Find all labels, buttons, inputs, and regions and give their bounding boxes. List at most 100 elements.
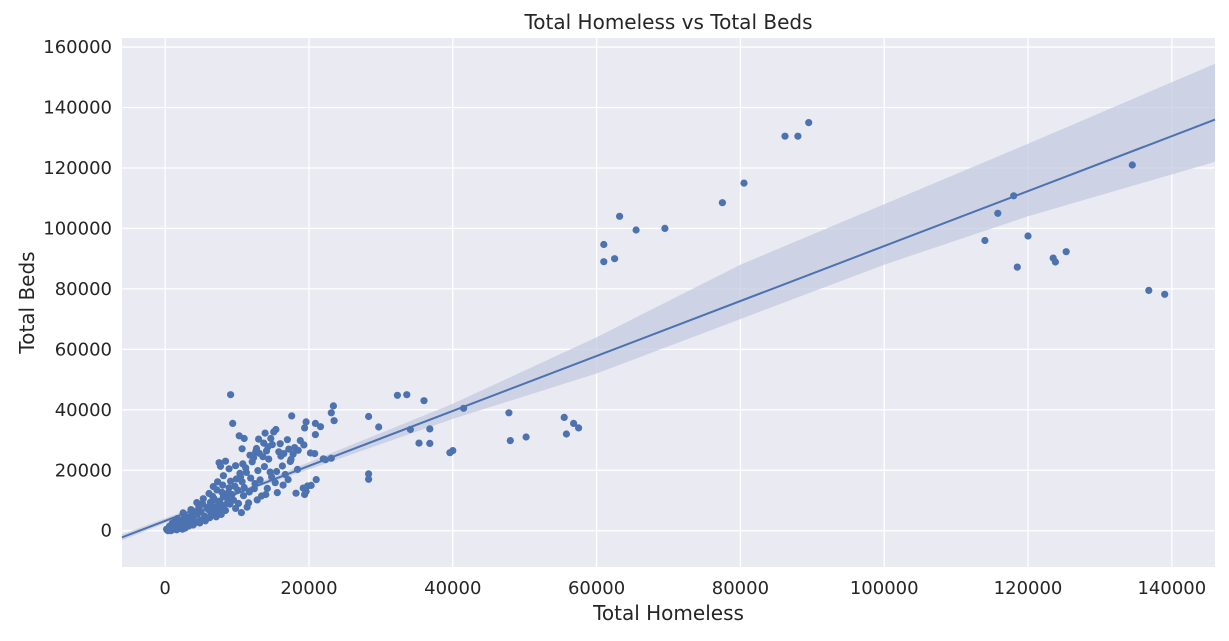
regression-line-group (121, 118, 1216, 539)
scatter-point (219, 472, 227, 480)
scatter-point (193, 499, 201, 507)
y-tick-label: 0 (101, 521, 112, 542)
scatter-point (239, 492, 248, 500)
x-axis-label: Total Homeless (592, 601, 744, 625)
scatter-point (302, 418, 310, 426)
scatter-point (247, 474, 255, 482)
scatter-point (265, 455, 273, 463)
y-tick-label: 140000 (43, 98, 112, 119)
scatter-point (415, 439, 423, 447)
scatter-point (288, 412, 296, 420)
scatter-point (278, 462, 286, 470)
scatter-point (266, 468, 274, 476)
scatter-point (276, 440, 284, 448)
scatter-point (267, 434, 275, 443)
y-tick-label: 60000 (55, 339, 112, 360)
scatter-point (632, 226, 640, 234)
scatter-point (311, 431, 319, 439)
scatter-point (600, 240, 608, 249)
scatter-point (292, 489, 300, 497)
scatter-point (226, 500, 234, 508)
scatter-point (329, 402, 337, 410)
y-tick-labels: 0 20000 40000 60000 80000 100000 120000 140000 1… (43, 37, 112, 542)
y-tick-label: 160000 (43, 37, 112, 58)
scatter-point (301, 424, 309, 432)
scatter-point (718, 199, 727, 207)
scatter-point (375, 423, 383, 431)
scatter-point (661, 224, 669, 232)
scatter-point (175, 524, 184, 532)
chart-title: Total Homeless vs Total Beds (523, 10, 812, 34)
scatter-point (256, 476, 264, 484)
scatter-point (505, 409, 513, 417)
scatter-point (219, 481, 227, 489)
scatter-point (426, 439, 434, 447)
scatter-point (211, 503, 219, 511)
scatter-point (206, 514, 214, 522)
scatter-point (311, 419, 319, 427)
scatter-point (236, 469, 244, 477)
scatter-point (600, 258, 608, 266)
scatter-point (562, 430, 571, 438)
scatter-point (216, 462, 225, 470)
scatter-point (365, 412, 373, 421)
scatter-point (260, 439, 268, 447)
scatter-point (365, 470, 373, 478)
scatter-point (254, 467, 262, 475)
scatter-point (299, 484, 307, 492)
regression-line (121, 118, 1216, 539)
scatter-point (1128, 161, 1136, 169)
scatter-point (1024, 232, 1032, 240)
x-tick-label: 20000 (280, 578, 337, 599)
scatter-point (239, 460, 247, 468)
scatter-point (300, 441, 308, 449)
scatter-point (301, 490, 309, 499)
scatter-point (214, 478, 222, 486)
scatter-point (229, 419, 237, 427)
scatter-point (225, 484, 233, 492)
scatter-point (273, 467, 281, 476)
scatter-point (196, 519, 204, 527)
data-points (163, 119, 1169, 535)
scatter-point (270, 428, 278, 436)
scatter-point (1013, 263, 1021, 271)
scatter-point (271, 479, 279, 487)
scatter-point (277, 452, 285, 460)
x-tick-label: 80000 (712, 578, 769, 599)
scatter-point (212, 513, 220, 521)
scatter-point (261, 429, 269, 437)
scatter-point (570, 419, 578, 427)
scatter-point (238, 478, 246, 486)
x-tick-label: 60000 (568, 578, 625, 599)
scatter-point (235, 432, 243, 440)
scatter-point (426, 425, 434, 433)
scatter-point (1145, 286, 1153, 294)
scatter-point (182, 521, 190, 529)
scatter-point (279, 481, 287, 489)
scatter-point (403, 391, 411, 399)
scatter-point (805, 119, 813, 127)
x-tick-label: 0 (159, 578, 170, 599)
scatter-point (252, 444, 261, 453)
scatter-point (312, 476, 320, 484)
scatter-point (575, 424, 583, 432)
scatter-point (262, 447, 271, 455)
scatter-point (199, 495, 207, 503)
scatter-point (255, 435, 263, 443)
y-tick-label: 100000 (43, 218, 112, 239)
scatter-point (306, 449, 314, 457)
scatter-point (1051, 258, 1059, 266)
scatter-point (1161, 290, 1169, 298)
scatter-point (189, 521, 197, 529)
scatter-point (216, 505, 225, 513)
x-tick-label: 120000 (994, 578, 1063, 599)
scatter-point (263, 484, 271, 492)
y-tick-label: 40000 (55, 400, 112, 421)
scatter-point (327, 409, 335, 417)
scatter-point (273, 489, 281, 497)
scatter-point (209, 492, 217, 500)
confidence-band (122, 63, 1215, 541)
scatter-point (330, 417, 338, 425)
scatter-point (981, 236, 989, 245)
scatter-point (221, 457, 230, 465)
